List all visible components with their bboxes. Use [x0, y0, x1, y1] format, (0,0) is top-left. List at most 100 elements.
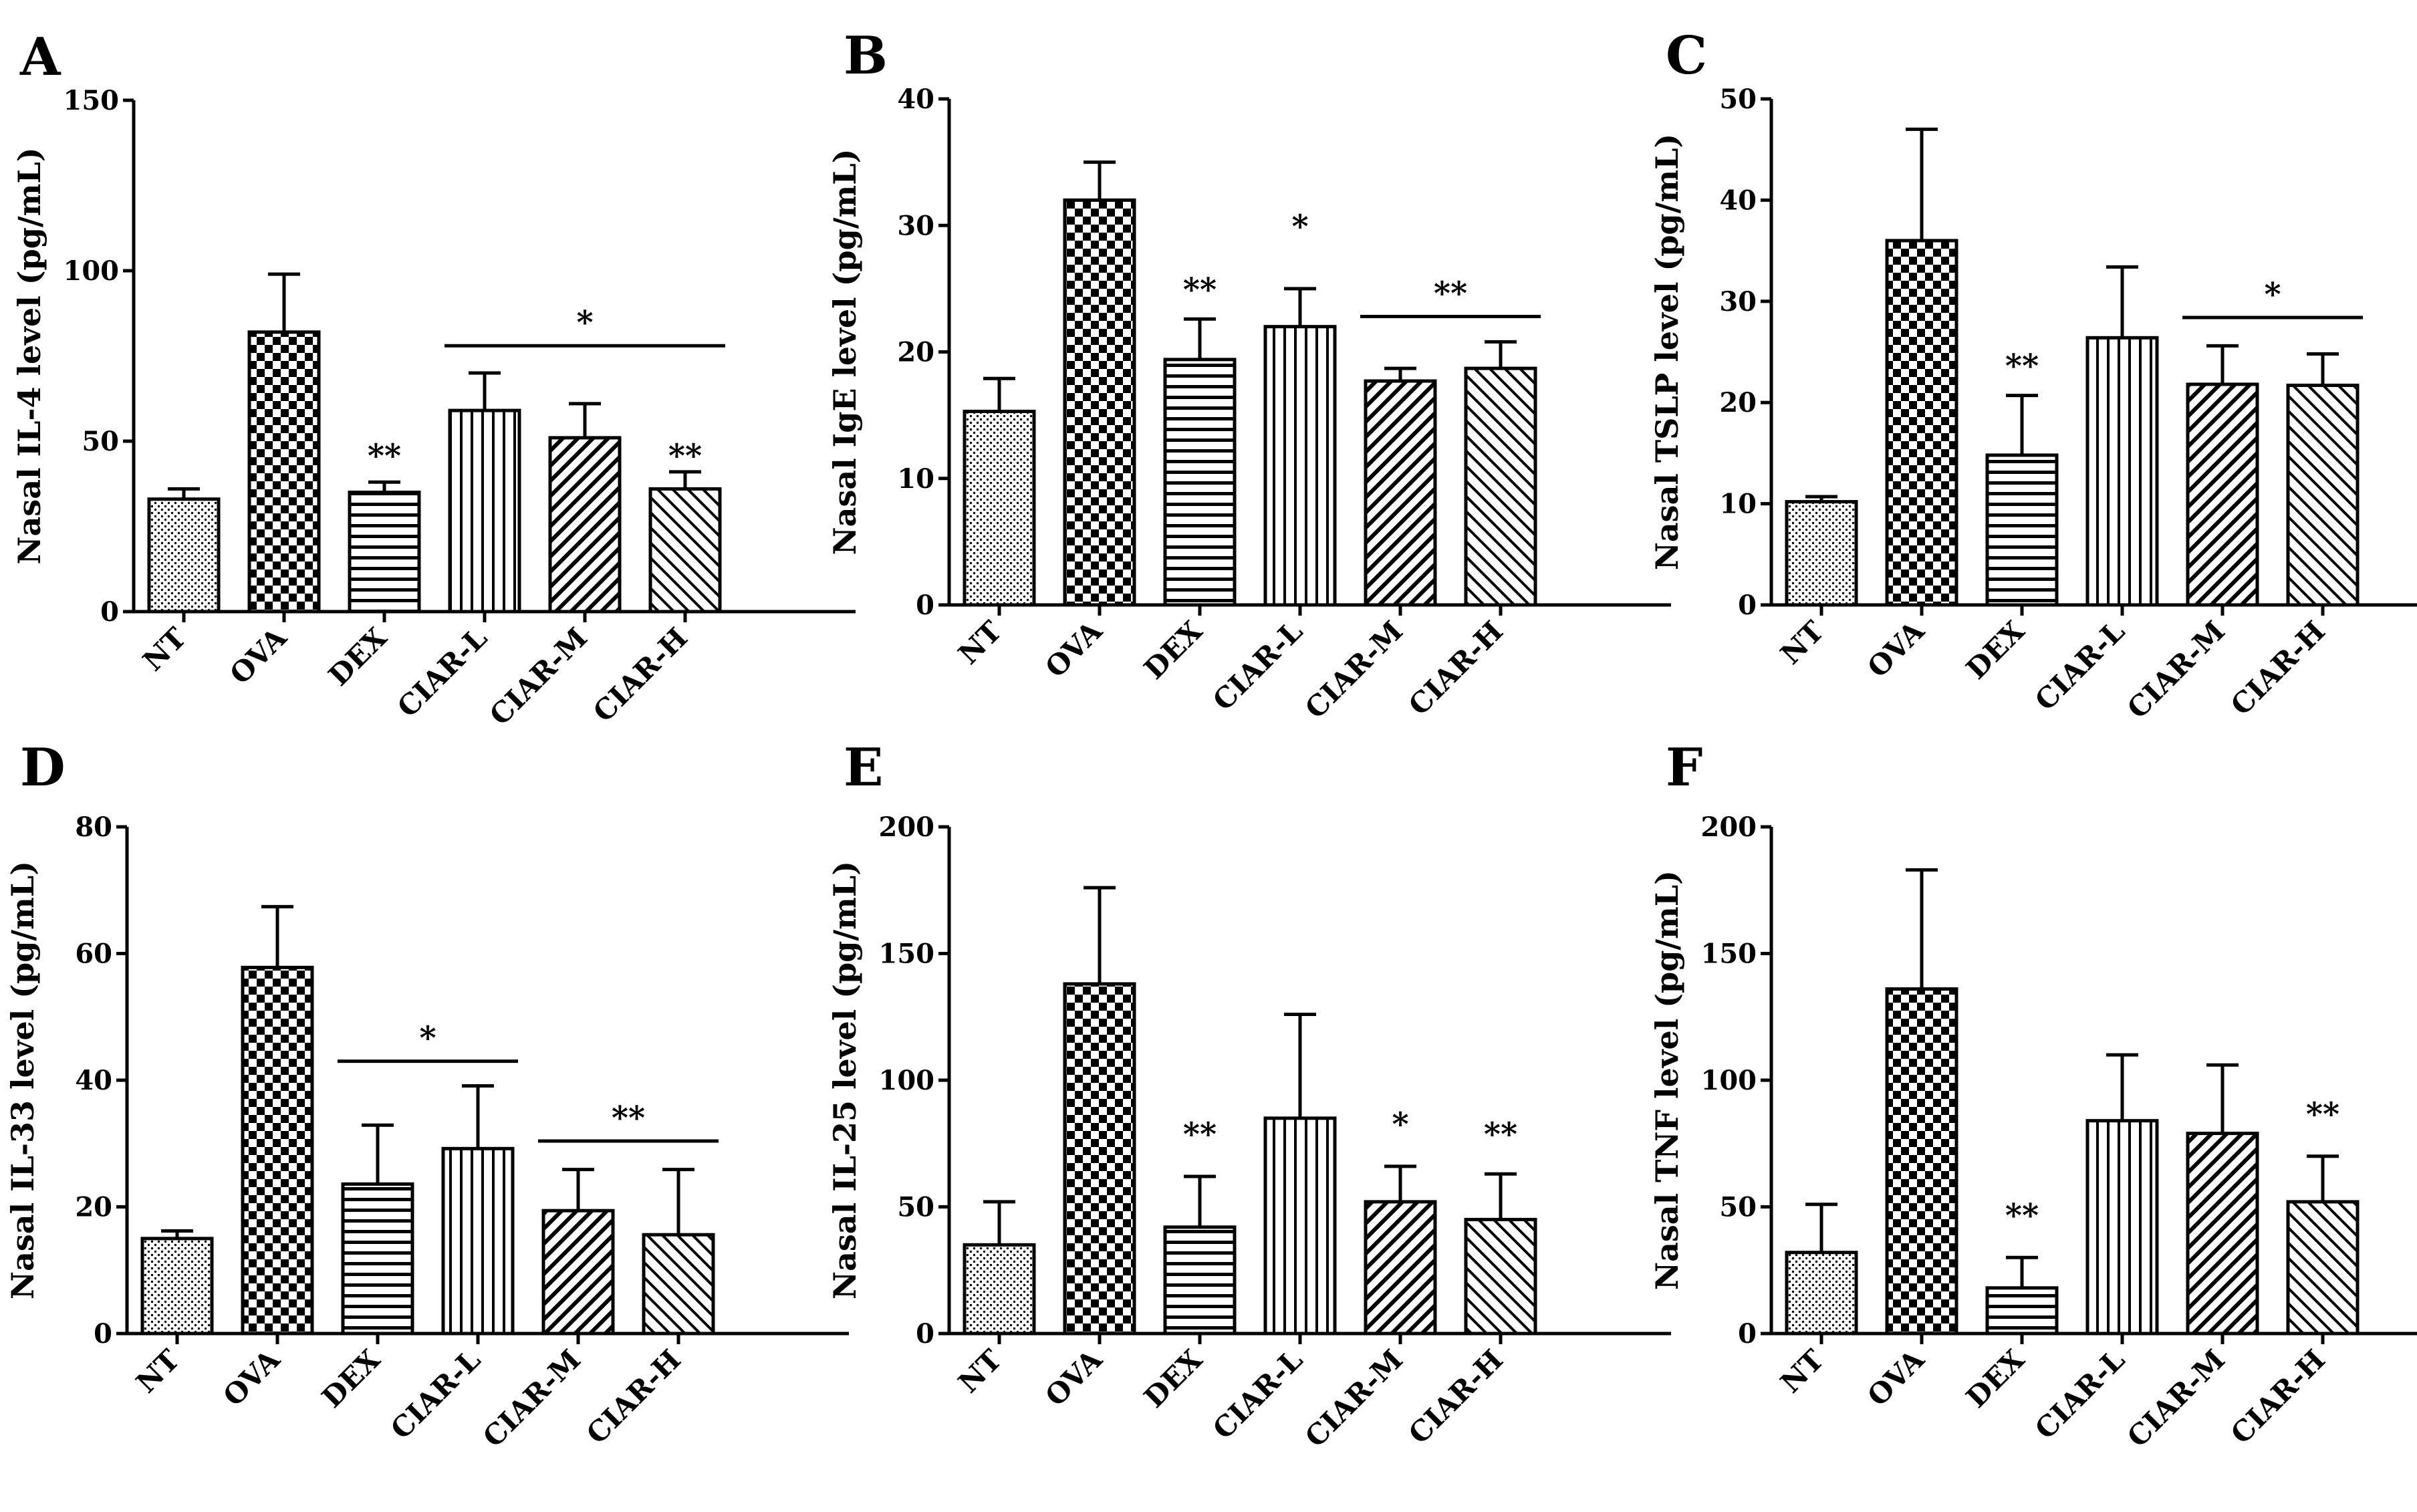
- panel-f-bar: [2286, 1200, 2360, 1336]
- panel-f-ytick-label: 100: [1701, 1065, 1757, 1096]
- panel-f-xtick-label: CIAR-M: [2121, 1343, 2231, 1453]
- panel-e-xtick-label: NT: [952, 1343, 1008, 1399]
- panel-d-bar: [341, 1182, 414, 1336]
- panel-b-ylabel: Nasal IgE level (pg/mL): [827, 149, 863, 555]
- panel-f-ylabel: Nasal TNF level (pg/mL): [1649, 870, 1685, 1290]
- panel-c-xtick-label: OVA: [1861, 614, 1931, 684]
- panel-a-letter: A: [19, 27, 61, 88]
- panel-c-ytick-label: 50: [1719, 84, 1757, 115]
- panel-a-bar: [548, 436, 622, 614]
- panel-f-sig-mark: **: [2005, 1197, 2039, 1235]
- panel-c-xtick-label: DEX: [1960, 614, 2031, 685]
- panel-f-bar: [2186, 1132, 2259, 1336]
- panel-c-ytick-label: 10: [1719, 489, 1757, 520]
- panel-a: A 0 50 100 150 Nasal IL-4 level (pg/mL) NT OVA D…: [11, 27, 856, 732]
- panel-f-bar: [1885, 987, 1958, 1336]
- panel-e-bar: [1263, 1116, 1337, 1336]
- panel-d-sig-mark: *: [419, 1020, 436, 1057]
- panel-c-ylabel: Nasal TSLP level (pg/mL): [1649, 134, 1685, 570]
- panel-f-xtick-label: NT: [1774, 1343, 1830, 1399]
- panel-a-sig-mark: **: [668, 437, 702, 475]
- panel-b-letter: B: [844, 25, 888, 86]
- panel-b-bar: [963, 409, 1036, 607]
- panel-f-bar: [1785, 1251, 1858, 1336]
- panel-e-xtick-label: CIAR-M: [1299, 1343, 1409, 1453]
- panel-d-ytick-label: 40: [75, 1065, 112, 1096]
- panel-a-ytick-label: 150: [63, 85, 120, 116]
- panel-b-bar: [1163, 358, 1237, 607]
- panel-f-ytick-label: 50: [1719, 1192, 1757, 1223]
- panel-a-xtick-label: CIAR-H: [587, 621, 694, 728]
- panel-b-xtick-label: CIAR-L: [1206, 614, 1309, 717]
- panel-b-bar: [1063, 198, 1136, 607]
- panel-e-xtick-label: CIAR-H: [1402, 1343, 1509, 1450]
- panel-e-xtick-label: DEX: [1138, 1343, 1208, 1414]
- panel-c-xtick-label: CIAR-M: [2121, 614, 2231, 725]
- panel-a-xtick-label: DEX: [322, 621, 393, 692]
- panel-d-bar: [441, 1146, 515, 1336]
- panel-d-bar: [241, 965, 314, 1336]
- panel-d-xtick-label: DEX: [315, 1343, 386, 1414]
- panel-a-bar: [648, 487, 722, 614]
- panel-f-bar: [2085, 1119, 2159, 1336]
- panel-d-xtick-label: CIAR-H: [580, 1343, 687, 1450]
- panel-d-bar: [642, 1233, 715, 1336]
- panel-e-ytick-label: 100: [879, 1065, 935, 1096]
- panel-b-ytick-label: 20: [897, 337, 934, 368]
- panel-e-ylabel: Nasal IL-25 level (pg/mL): [827, 861, 863, 1299]
- panel-f-ytick-label: 200: [1701, 811, 1757, 843]
- panel-a-ytick-label: 100: [63, 255, 120, 287]
- panel-c-ytick-label: 20: [1719, 387, 1757, 418]
- panel-e-sig-mark: *: [1392, 1106, 1408, 1143]
- panel-e-bar: [1464, 1217, 1537, 1336]
- panel-e: E 0 50 100 150 200 Nasal IL-25 level (pg/mL) NT…: [827, 737, 1671, 1454]
- panel-a-xtick-label: CIAR-M: [483, 621, 594, 731]
- panel-b-sig-mark: *: [1291, 208, 1308, 245]
- panel-c-ytick-label: 30: [1719, 286, 1757, 318]
- panel-b-ytick-label: 30: [897, 210, 934, 241]
- panel-c-ytick-label: 40: [1719, 184, 1757, 216]
- panel-e-xtick-label: OVA: [1039, 1342, 1109, 1412]
- panel-d-ytick-label: 0: [94, 1318, 112, 1350]
- panel-d-letter: D: [20, 737, 66, 798]
- panel-d-xtick-label: NT: [130, 1343, 186, 1399]
- panel-b-xtick-label: NT: [952, 614, 1008, 670]
- panel-d-xtick-label: CIAR-M: [477, 1343, 587, 1453]
- panel-b-bar: [1364, 379, 1437, 607]
- panel-e-sig-mark: **: [1183, 1116, 1217, 1154]
- panel-b-sig-mark: **: [1183, 271, 1217, 309]
- panel-a-ytick-label: 0: [100, 596, 119, 628]
- panel-e-bar: [1163, 1225, 1237, 1336]
- panel-a-bar: [348, 491, 421, 614]
- panel-c-xtick-label: CIAR-L: [2029, 614, 2131, 717]
- panel-f-ytick-label: 0: [1738, 1318, 1757, 1350]
- panel-c-bar: [1785, 500, 1858, 607]
- panel-a-xtick-label: OVA: [223, 620, 293, 690]
- panel-a-xtick-label: CIAR-L: [391, 621, 493, 723]
- panel-d-ylabel: Nasal IL-33 level (pg/mL): [5, 861, 41, 1299]
- panel-e-ytick-label: 0: [916, 1318, 934, 1350]
- panel-b-ytick-label: 10: [897, 463, 934, 495]
- panel-b-xtick-label: CIAR-M: [1299, 614, 1409, 725]
- panel-f-xtick-label: OVA: [1861, 1342, 1931, 1412]
- panel-d-bar: [140, 1237, 214, 1336]
- panel-d-bar: [541, 1209, 615, 1336]
- panel-a-sig-mark: **: [368, 437, 401, 475]
- panel-b: B 0 10 20 30 40 Nasal IgE level (pg/mL) NT OVA DE…: [827, 25, 1671, 725]
- panel-b-bar: [1464, 366, 1537, 607]
- panel-c-ytick-label: 0: [1738, 590, 1757, 621]
- panel-e-letter: E: [844, 737, 883, 798]
- panel-c-xtick-label: CIAR-H: [2224, 614, 2331, 721]
- panel-c-bar: [2186, 382, 2259, 607]
- panel-e-bar: [1063, 982, 1136, 1336]
- panel-c-sig-mark: **: [2005, 348, 2039, 385]
- panel-f-xtick-label: CIAR-L: [2029, 1343, 2131, 1445]
- panel-f-ytick-label: 150: [1701, 938, 1757, 970]
- panel-e-xtick-label: CIAR-L: [1206, 1343, 1309, 1445]
- panel-a-xtick-label: NT: [136, 621, 193, 677]
- panel-e-sig-mark: **: [1484, 1116, 1517, 1154]
- panel-e-ytick-label: 150: [879, 938, 935, 970]
- panel-f: F 0 50 100 150 200 Nasal TNF level (pg/mL) NT OV…: [1649, 737, 2417, 1454]
- panel-e-ytick-label: 200: [879, 811, 935, 843]
